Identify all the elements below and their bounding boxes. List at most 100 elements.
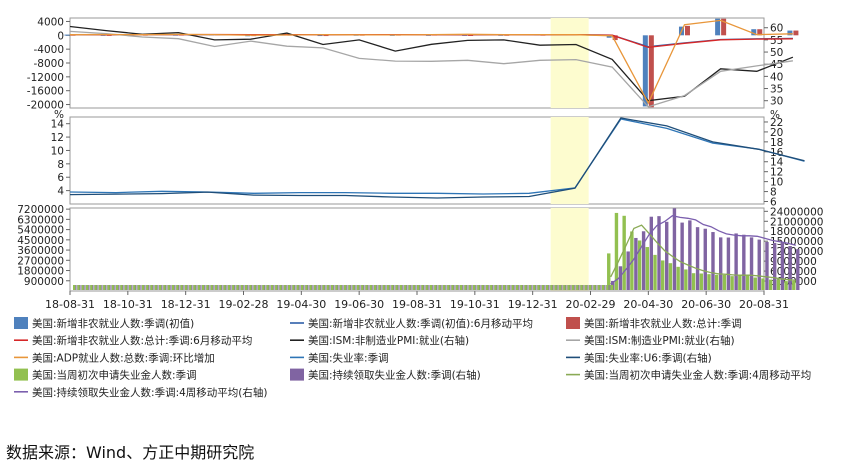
bar bbox=[229, 285, 233, 290]
bar bbox=[350, 285, 353, 290]
bar bbox=[483, 285, 486, 290]
bar bbox=[191, 285, 194, 290]
bar bbox=[148, 285, 151, 290]
bar bbox=[517, 285, 521, 290]
bar bbox=[470, 285, 473, 290]
legend-label: 美国:持续领取失业金人数:季调:4周移动平均(右轴) bbox=[32, 386, 268, 399]
bar bbox=[464, 285, 468, 290]
bar bbox=[79, 285, 82, 290]
x-tick-label: 20-04-30 bbox=[623, 298, 673, 311]
bar bbox=[691, 273, 696, 290]
bar bbox=[270, 285, 274, 290]
legend-swatch bbox=[566, 317, 580, 329]
bar bbox=[384, 285, 387, 290]
bar bbox=[135, 285, 138, 290]
x-tick-label: 19-12-31 bbox=[508, 298, 558, 311]
bar bbox=[526, 285, 529, 290]
bar bbox=[457, 285, 461, 290]
bar bbox=[348, 285, 351, 290]
bar bbox=[792, 280, 796, 290]
bar bbox=[242, 285, 246, 290]
bar bbox=[567, 285, 571, 290]
bar bbox=[87, 285, 91, 290]
bar bbox=[715, 18, 721, 36]
bar bbox=[161, 285, 164, 290]
bar bbox=[180, 285, 184, 290]
bar bbox=[606, 285, 609, 290]
bar bbox=[726, 237, 731, 290]
bar bbox=[569, 285, 572, 290]
bar bbox=[421, 285, 425, 290]
bar bbox=[796, 249, 800, 290]
bar bbox=[699, 273, 703, 290]
bar bbox=[103, 285, 106, 290]
bar bbox=[257, 285, 261, 290]
bar bbox=[305, 285, 308, 290]
bar bbox=[408, 285, 412, 290]
bar bbox=[137, 285, 141, 290]
y-left-tick-label: -4000 bbox=[33, 44, 64, 56]
y-left-tick-label: 900000 bbox=[24, 276, 64, 288]
bar bbox=[94, 285, 98, 290]
bar bbox=[580, 285, 584, 290]
bar bbox=[607, 253, 611, 290]
plot-frame bbox=[69, 17, 765, 109]
bar bbox=[221, 285, 224, 290]
bar bbox=[150, 285, 154, 290]
bar bbox=[173, 285, 177, 290]
bar bbox=[367, 285, 370, 290]
bar bbox=[296, 285, 300, 290]
y-right-tick-label: 10 bbox=[770, 177, 783, 189]
bar bbox=[326, 285, 330, 290]
bar bbox=[214, 285, 218, 290]
bar bbox=[648, 35, 654, 108]
bar bbox=[397, 285, 400, 290]
bar bbox=[494, 285, 498, 290]
bar bbox=[738, 274, 742, 290]
bar bbox=[317, 35, 323, 37]
bar bbox=[391, 285, 394, 290]
series-line bbox=[69, 19, 793, 105]
bar bbox=[438, 285, 442, 290]
bar bbox=[496, 285, 499, 290]
bar bbox=[634, 237, 638, 290]
bar bbox=[369, 285, 373, 290]
legend-label: 美国:ADP就业人数:总数:季调:环比增加 bbox=[32, 351, 215, 364]
bar bbox=[154, 285, 158, 290]
bar bbox=[622, 215, 626, 290]
x-tick-label: 20-06-30 bbox=[681, 298, 731, 311]
bar bbox=[533, 285, 536, 290]
bar bbox=[139, 285, 142, 290]
bar bbox=[468, 285, 472, 290]
y-left-tick-label: 4 bbox=[57, 186, 64, 198]
y-left-tick-label: 14 bbox=[51, 119, 65, 131]
bar bbox=[275, 285, 278, 290]
bar bbox=[765, 242, 769, 290]
bar bbox=[178, 285, 181, 290]
bar bbox=[455, 285, 459, 290]
bar bbox=[401, 285, 405, 290]
bar bbox=[586, 285, 590, 290]
bar bbox=[787, 30, 793, 36]
bar bbox=[253, 285, 257, 290]
y-right-tick-label: 30 bbox=[770, 96, 783, 108]
bar bbox=[331, 285, 334, 290]
bar bbox=[539, 285, 542, 290]
y-right-tick-label: 18000000 bbox=[770, 226, 823, 238]
series-line bbox=[69, 33, 793, 49]
bar bbox=[742, 234, 746, 290]
source-note: 数据来源：Wind、方正中期研究院 bbox=[6, 443, 254, 462]
legend-label: 美国:新增非农就业人数:季调(初值):6月移动平均 bbox=[308, 317, 533, 330]
legend-label: 美国:持续领取失业金人数:季调(右轴) bbox=[308, 369, 481, 382]
bar bbox=[582, 285, 585, 290]
bar bbox=[485, 285, 489, 290]
bar bbox=[322, 285, 326, 290]
y-right-tick-label: 60 bbox=[770, 23, 783, 35]
bar bbox=[460, 285, 463, 290]
bar bbox=[608, 285, 611, 290]
y-right-tick-label: 24000000 bbox=[770, 206, 823, 218]
bar bbox=[262, 285, 265, 290]
bar bbox=[417, 285, 420, 290]
